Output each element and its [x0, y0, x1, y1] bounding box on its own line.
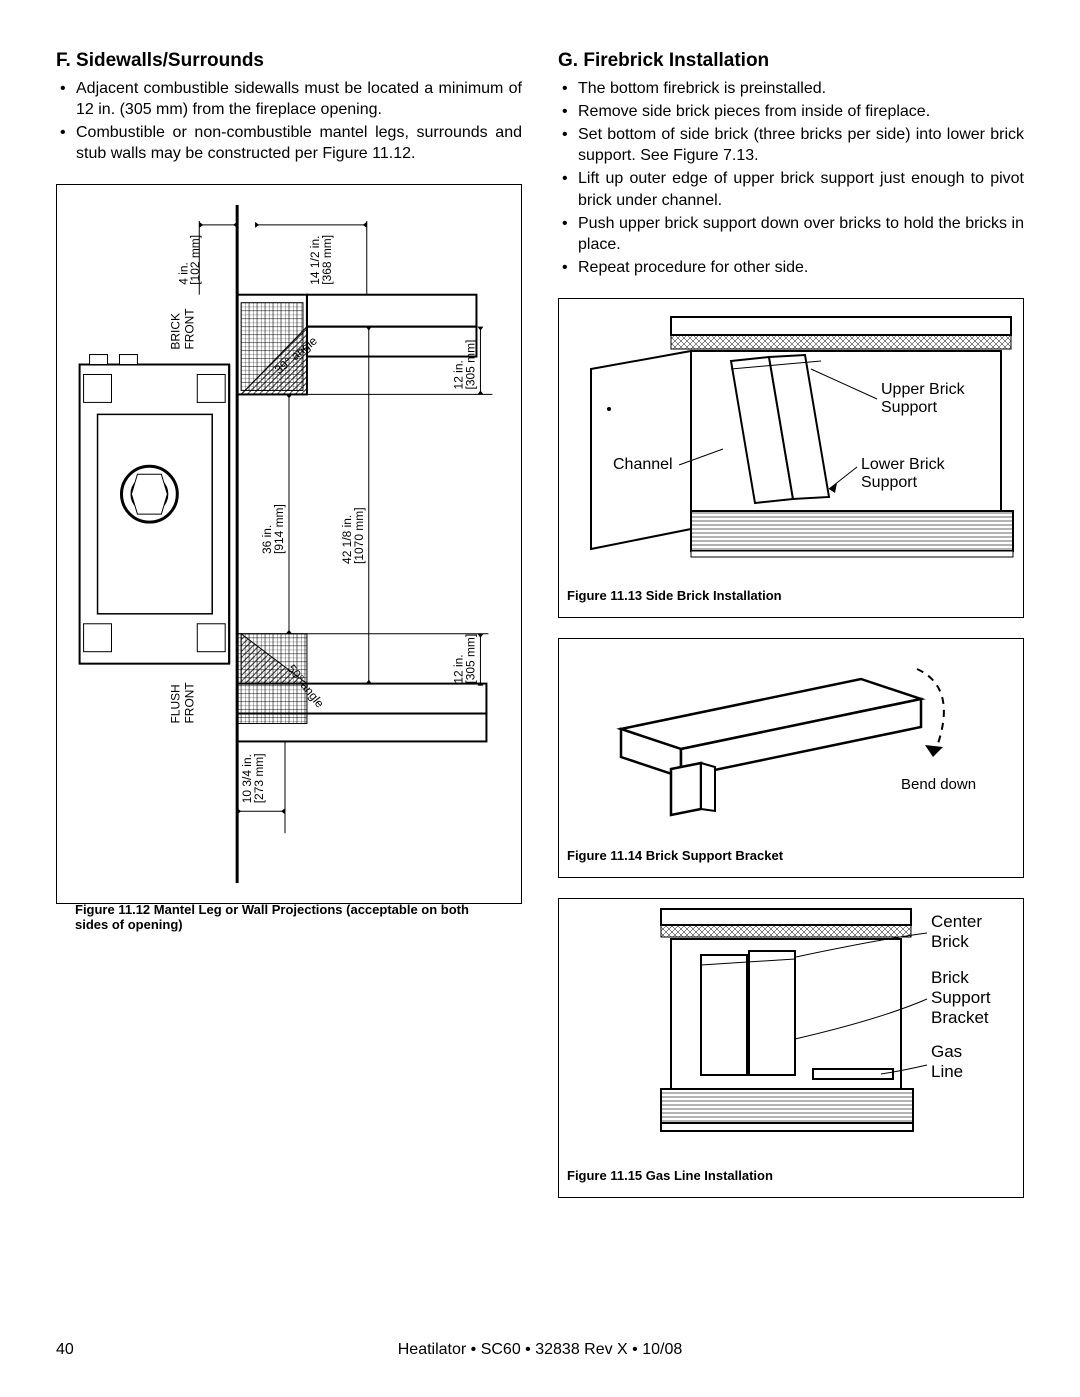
bullet-item: Combustible or non-combustible mantel le…: [76, 122, 522, 164]
svg-text:BRICK: BRICK: [168, 313, 182, 350]
svg-text:[273 mm]: [273 mm]: [252, 754, 266, 804]
svg-text:Support: Support: [881, 399, 938, 416]
svg-text:[368 mm]: [368 mm]: [320, 235, 334, 285]
figure-11-12: 39° angle 4 in. [102 mm] 14 1/2 in. [368…: [56, 184, 522, 904]
figure-11-14-caption: Figure 11.14 Brick Support Bracket: [559, 844, 1023, 871]
right-column: G. Firebrick Installation The bottom fir…: [558, 50, 1024, 1198]
section-g-bullets: The bottom firebrick is preinstalled. Re…: [558, 78, 1024, 278]
svg-text:FLUSH: FLUSH: [168, 685, 182, 724]
svg-text:Gas: Gas: [931, 1042, 962, 1061]
svg-text:FRONT: FRONT: [182, 682, 196, 724]
svg-text:Upper Brick: Upper Brick: [881, 381, 966, 398]
svg-text:[102 mm]: [102 mm]: [188, 235, 202, 285]
svg-text:[914 mm]: [914 mm]: [272, 505, 286, 555]
bullet-item: Lift up outer edge of upper brick suppor…: [578, 168, 1024, 210]
bullet-item: Remove side brick pieces from inside of …: [578, 101, 1024, 122]
section-g-title: G. Firebrick Installation: [558, 50, 1024, 72]
svg-text:Support: Support: [861, 474, 918, 491]
bullet-item: Set bottom of side brick (three bricks p…: [578, 124, 1024, 166]
svg-text:Brick: Brick: [931, 932, 969, 951]
figure-11-13-caption: Figure 11.13 Side Brick Installation: [559, 584, 1023, 611]
figure-11-15: Center Brick Brick Support Bracket Gas L…: [558, 898, 1024, 1198]
figure-11-15-caption: Figure 11.15 Gas Line Installation: [559, 1164, 1023, 1191]
figure-11-14: Bend down Figure 11.14 Brick Support Bra…: [558, 638, 1024, 878]
bend-down-label: Bend down: [901, 776, 976, 793]
section-f-bullets: Adjacent combustible sidewalls must be l…: [56, 78, 522, 164]
svg-text:Center: Center: [931, 912, 982, 931]
svg-text:[305 mm]: [305 mm]: [463, 340, 477, 390]
svg-text:[1070 mm]: [1070 mm]: [352, 508, 366, 564]
bullet-item: The bottom firebrick is preinstalled.: [578, 78, 1024, 99]
bullet-item: Repeat procedure for other side.: [578, 257, 1024, 278]
svg-text:FRONT: FRONT: [182, 308, 196, 350]
svg-text:Brick: Brick: [931, 968, 969, 987]
bullet-item: Push upper brick support down over brick…: [578, 213, 1024, 255]
svg-text:Lower Brick: Lower Brick: [861, 456, 946, 473]
svg-text:Support: Support: [931, 988, 991, 1007]
svg-text:[305 mm]: [305 mm]: [463, 634, 477, 684]
figure-11-13: Upper Brick Support Channel Lower Brick …: [558, 298, 1024, 618]
svg-text:Line: Line: [931, 1062, 963, 1081]
bullet-item: Adjacent combustible sidewalls must be l…: [76, 78, 522, 120]
figure-11-12-caption: Figure 11.12 Mantel Leg or Wall Projecti…: [67, 898, 511, 940]
left-column: F. Sidewalls/Surrounds Adjacent combusti…: [56, 50, 522, 1198]
footer-text: Heatilator • SC60 • 32838 Rev X • 10/08: [0, 1341, 1080, 1359]
section-f-title: F. Sidewalls/Surrounds: [56, 50, 522, 72]
svg-text:Channel: Channel: [613, 456, 673, 473]
svg-text:Bracket: Bracket: [931, 1008, 989, 1027]
